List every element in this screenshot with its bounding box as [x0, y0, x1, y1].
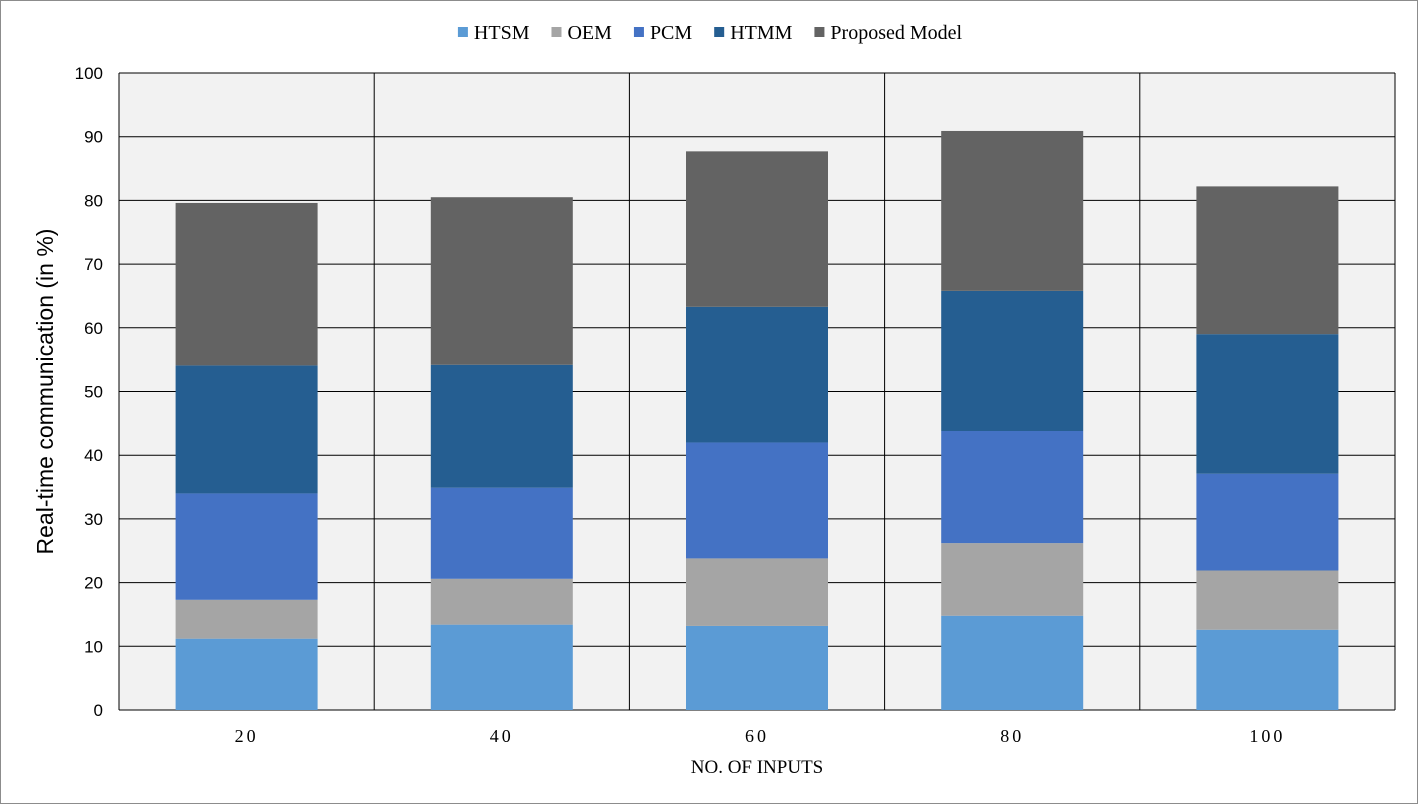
- bar-segment: [941, 130, 1084, 291]
- bar-segment: [175, 599, 318, 639]
- legend-swatch: [633, 27, 644, 37]
- y-tick-label: 100: [75, 64, 103, 83]
- bar-segment: [941, 543, 1084, 616]
- legend-label: HTMM: [730, 22, 792, 44]
- y-axis-label: Real-time communication (in %): [32, 229, 58, 555]
- x-tick-label: 40: [490, 726, 514, 746]
- bar-segment: [430, 578, 573, 625]
- legend-label: Proposed Model: [830, 22, 962, 44]
- bars: [175, 130, 1339, 710]
- legend-swatch: [551, 27, 562, 37]
- legend-item: Proposed Model: [814, 22, 963, 44]
- bar-segment: [941, 290, 1084, 431]
- y-tick-label: 60: [84, 319, 103, 338]
- legend: HTSM OEM PCM HTMM Proposed Model: [457, 22, 963, 44]
- bar-segment: [686, 625, 828, 710]
- legend-item: PCM: [633, 22, 692, 44]
- bar-segment: [175, 365, 318, 494]
- y-tick-label: 70: [84, 255, 103, 274]
- bar-segment: [430, 364, 573, 488]
- x-tick-label: 100: [1249, 726, 1285, 746]
- x-axis-ticks: 20 40 60 80 100: [235, 726, 1285, 746]
- bar-segment: [686, 151, 828, 307]
- legend-item: OEM: [551, 22, 612, 44]
- x-tick-label: 20: [235, 726, 259, 746]
- y-tick-label: 0: [94, 701, 103, 720]
- y-tick-label: 20: [84, 574, 103, 593]
- bar-segment: [1196, 334, 1339, 474]
- bar-segment: [1196, 570, 1339, 630]
- x-axis-label: NO. OF INPUTS: [691, 757, 824, 778]
- x-tick-label: 60: [745, 726, 769, 746]
- bar-segment: [430, 487, 573, 579]
- bar-segment: [686, 442, 828, 559]
- bar-segment: [1196, 186, 1339, 335]
- bar-segment: [175, 493, 318, 600]
- legend-item: HTSM: [457, 22, 530, 44]
- bar-segment: [1196, 629, 1339, 710]
- bar-segment: [175, 202, 318, 366]
- y-axis-ticks: 0 10 20 30 40 50 60 70 80 90 100: [75, 64, 103, 720]
- bar-segment: [686, 558, 828, 626]
- y-tick-label: 30: [84, 510, 103, 529]
- legend-label: PCM: [650, 22, 692, 44]
- bar-segment: [1196, 473, 1339, 571]
- y-tick-label: 90: [84, 128, 103, 147]
- bar-segment: [175, 638, 318, 710]
- bar-segment: [941, 615, 1084, 710]
- legend-label: OEM: [567, 22, 612, 44]
- y-tick-label: 10: [84, 637, 103, 656]
- bar-segment: [430, 197, 573, 365]
- y-tick-label: 50: [84, 383, 103, 402]
- bar-segment: [430, 624, 573, 710]
- x-tick-label: 80: [1000, 726, 1024, 746]
- y-tick-label: 80: [84, 191, 103, 210]
- legend-swatch: [457, 27, 468, 37]
- y-tick-label: 40: [84, 446, 103, 465]
- legend-item: HTMM: [714, 22, 793, 44]
- bar-segment: [686, 306, 828, 443]
- legend-label: HTSM: [474, 22, 530, 44]
- bar-segment: [941, 430, 1084, 544]
- legend-swatch: [714, 27, 725, 37]
- legend-swatch: [814, 27, 825, 37]
